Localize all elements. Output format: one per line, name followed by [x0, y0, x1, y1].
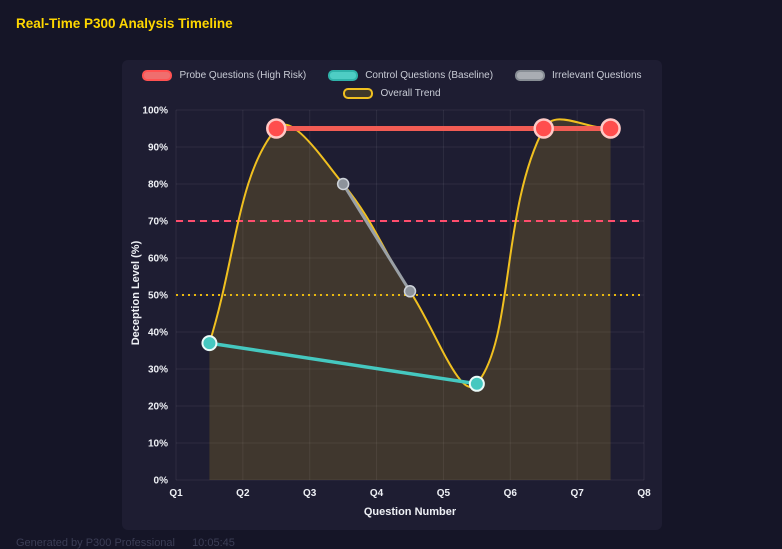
svg-text:Q2: Q2 — [236, 488, 250, 499]
legend-label-trend: Overall Trend — [380, 87, 441, 99]
svg-text:Q4: Q4 — [370, 488, 384, 499]
svg-text:10%: 10% — [148, 439, 168, 450]
svg-text:90%: 90% — [148, 143, 168, 154]
chart-panel: Probe Questions (High Risk) Control Ques… — [122, 60, 662, 530]
legend-label-control: Control Questions (Baseline) — [365, 69, 494, 81]
page-title: Real-Time P300 Analysis Timeline — [16, 16, 233, 31]
legend-item-control[interactable]: Control Questions (Baseline) — [328, 69, 494, 81]
svg-text:70%: 70% — [148, 217, 168, 228]
x-axis-title: Question Number — [363, 506, 457, 518]
y-axis-title: Deception Level (%) — [130, 240, 142, 346]
legend-swatch-probe — [142, 69, 173, 81]
svg-text:50%: 50% — [148, 291, 168, 302]
svg-text:0%: 0% — [154, 476, 169, 487]
legend-swatch-trend — [343, 87, 374, 99]
legend-row-1: Probe Questions (High Risk) Control Ques… — [122, 68, 662, 82]
svg-text:100%: 100% — [142, 106, 168, 117]
svg-text:40%: 40% — [148, 328, 168, 339]
legend-item-trend[interactable]: Overall Trend — [343, 87, 441, 99]
footer: Generated by P300 Professional 10:05:45 — [16, 537, 235, 549]
legend-swatch-irrelevant — [515, 69, 546, 81]
footer-generated-by: Generated by P300 Professional — [16, 537, 175, 549]
legend-label-irrelevant: Irrelevant Questions — [552, 69, 642, 81]
svg-text:80%: 80% — [148, 180, 168, 191]
legend-row-2: Overall Trend — [122, 86, 662, 100]
svg-text:Q6: Q6 — [504, 488, 518, 499]
timeline-chart[interactable]: 0% 10% 20% 30% 40% 50% 60% 70% 80% 90% 100% Q1 Q2 Q3 Q… — [122, 104, 662, 504]
legend-item-probe[interactable]: Probe Questions (High Risk) — [142, 69, 307, 81]
svg-text:60%: 60% — [148, 254, 168, 265]
svg-text:20%: 20% — [148, 402, 168, 413]
svg-text:Q8: Q8 — [637, 488, 651, 499]
legend-item-irrelevant[interactable]: Irrelevant Questions — [515, 69, 642, 81]
svg-text:Q1: Q1 — [169, 488, 183, 499]
legend-swatch-control — [328, 69, 359, 81]
chart-legend: Probe Questions (High Risk) Control Ques… — [122, 60, 662, 100]
svg-text:Q7: Q7 — [570, 488, 584, 499]
legend-label-probe: Probe Questions (High Risk) — [179, 69, 307, 81]
svg-text:30%: 30% — [148, 365, 168, 376]
svg-text:Q3: Q3 — [303, 488, 317, 499]
footer-time: 10:05:45 — [192, 537, 235, 549]
svg-text:Q5: Q5 — [437, 488, 451, 499]
